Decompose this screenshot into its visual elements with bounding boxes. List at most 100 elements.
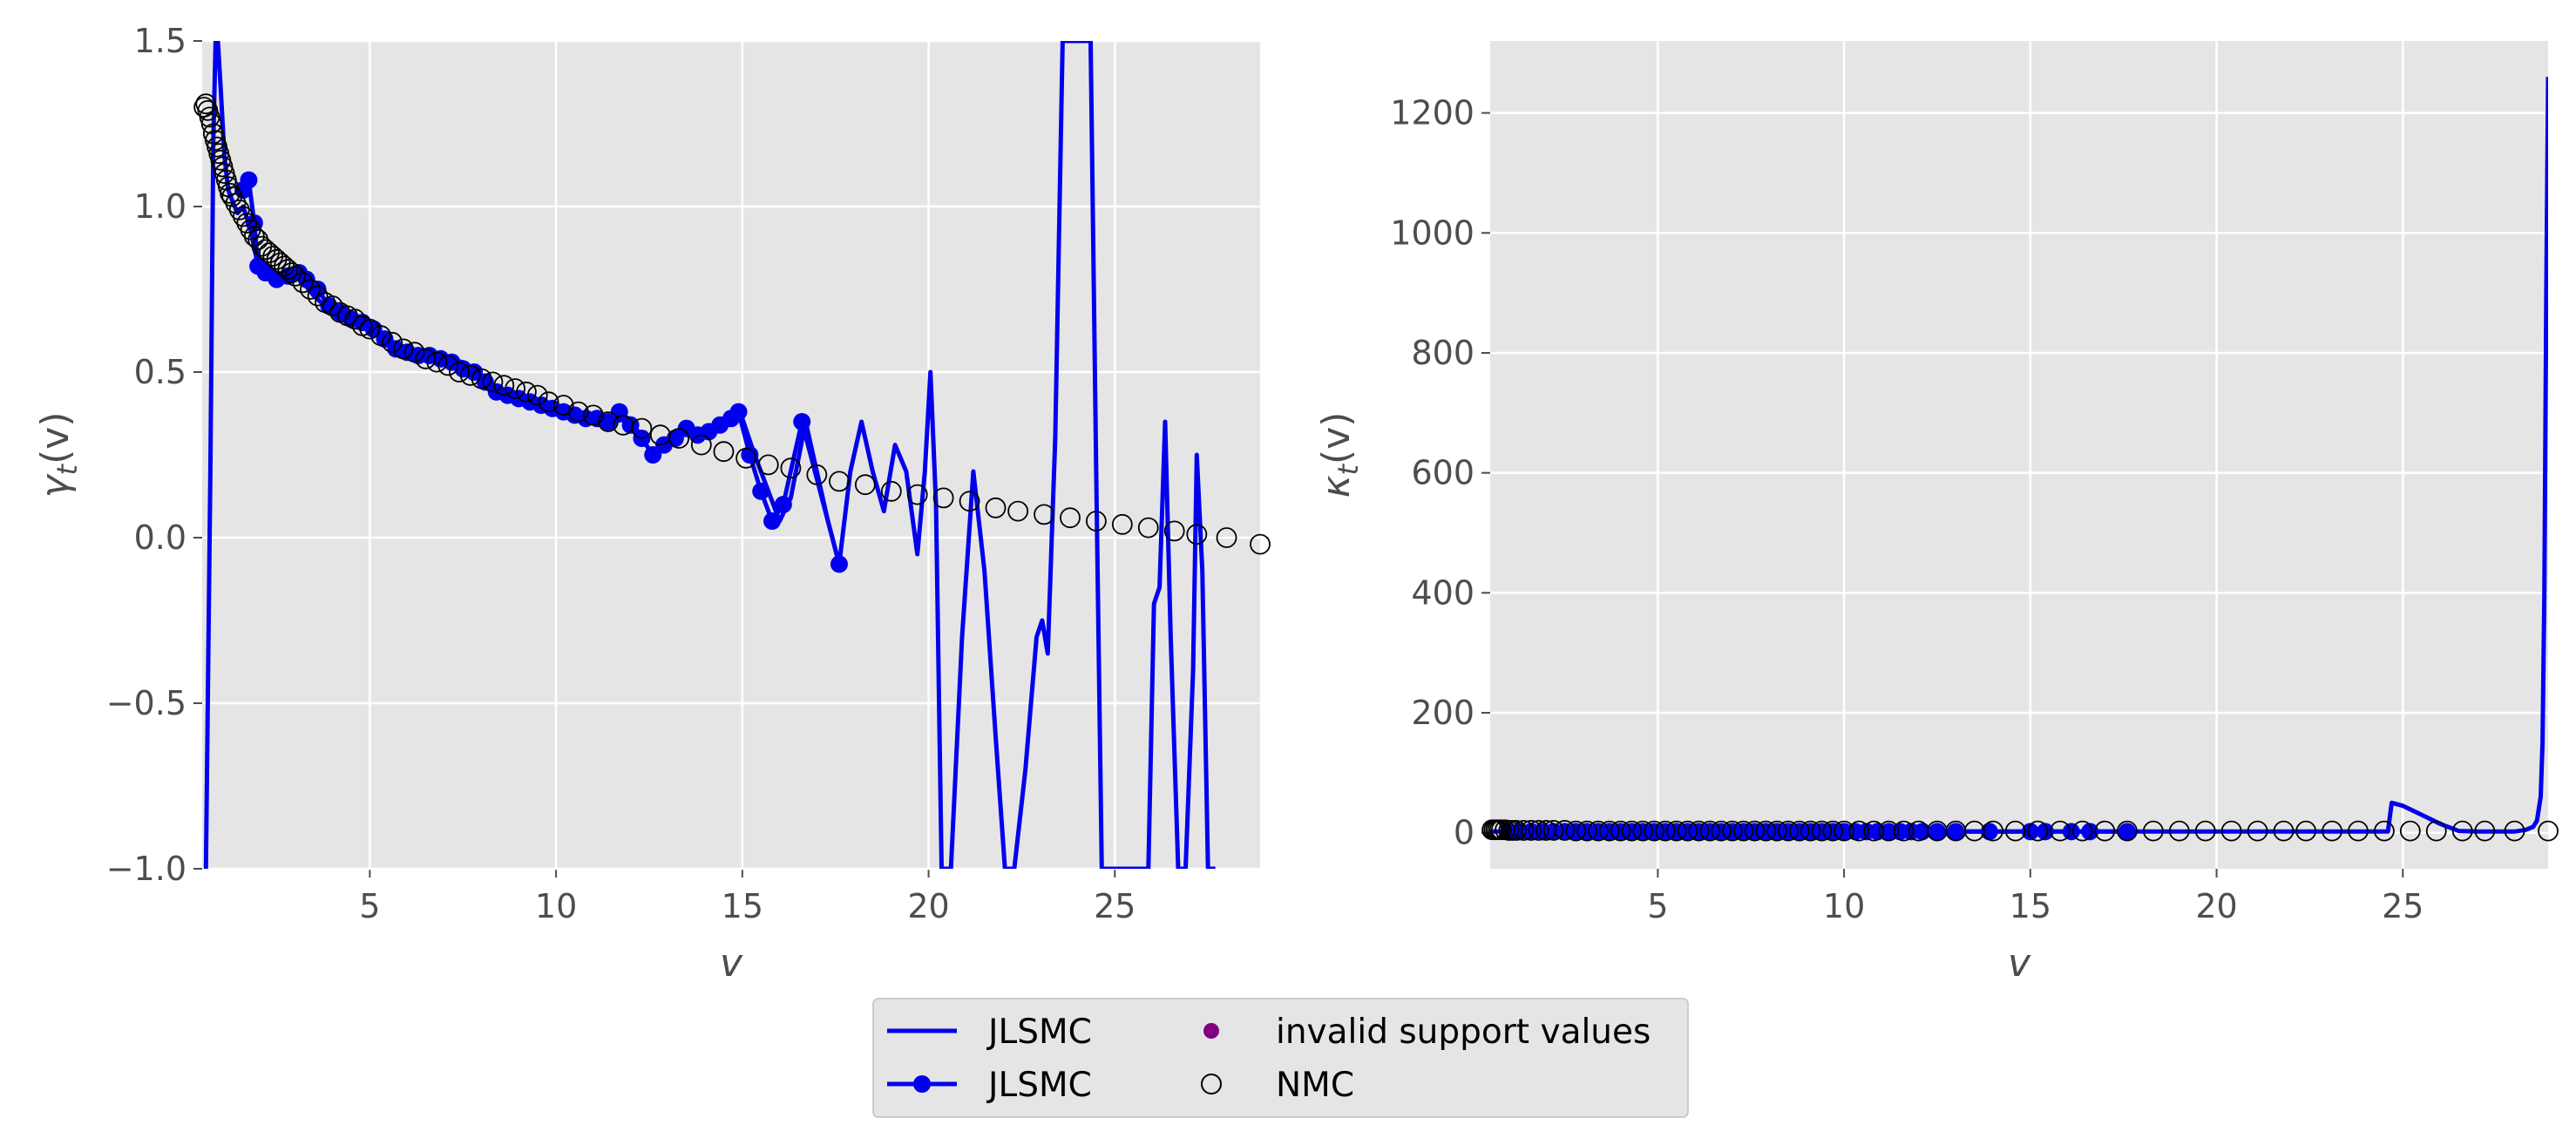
legend-invalid-support-label: invalid support values <box>1276 1013 1651 1052</box>
right-y-tick-labels: 0 200 400 600 800 1000 1200 <box>1390 94 1474 852</box>
left-nmc-point <box>757 454 779 476</box>
left-nmc-point <box>631 417 653 439</box>
left-nmc-point <box>403 342 425 363</box>
right-grid <box>1481 41 2548 877</box>
right-nmc-point <box>1655 820 1676 842</box>
right-nmc-point <box>2538 820 2559 842</box>
left-y-tick-label: 0.5 <box>134 353 186 391</box>
left-jlsmc-point <box>741 446 759 464</box>
right-nmc-point <box>2451 820 2473 842</box>
left-nmc-point <box>220 182 241 204</box>
right-nmc-point <box>1811 820 1833 842</box>
left-nmc-point <box>493 375 515 396</box>
left-nmc-point <box>359 318 381 340</box>
right-nmc-point <box>2168 820 2190 842</box>
left-jlsmc-point <box>793 413 811 430</box>
left-nmc-point <box>459 364 481 386</box>
right-nmc-point <box>1732 820 1754 842</box>
right-nmc-point <box>1677 820 1698 842</box>
right-nmc-point <box>2050 820 2071 842</box>
right-nmc-point <box>1528 820 1549 841</box>
left-nmc-point <box>552 395 574 416</box>
left-jlsmc-point <box>599 413 617 430</box>
left-x-tick-label: 15 <box>722 887 763 925</box>
right-nmc-point <box>2273 820 2295 842</box>
right-nmc-point <box>1778 820 1799 842</box>
right-nmc-point <box>1576 820 1598 842</box>
legend-jlsmc-marker-swatch <box>913 1075 931 1093</box>
right-jlsmc-point <box>2021 823 2039 841</box>
right-nmc-point <box>1766 820 1788 842</box>
legend-jlsmc-marker-label: JLSMC <box>986 1066 1092 1105</box>
left-nmc-point <box>471 368 492 390</box>
left-y-tick-labels: −1.0 −0.5 0.0 0.5 1.0 1.5 <box>106 22 186 888</box>
left-nmc-point <box>200 113 222 134</box>
left-y-tick-label: 1.0 <box>134 187 186 226</box>
left-jlsmc-point <box>763 512 782 530</box>
right-y-axis-label-sub: t <box>1332 463 1365 475</box>
right-nmc-point <box>1983 820 2003 842</box>
left-jlsmc-point <box>774 496 792 513</box>
left-nmc-point <box>426 351 448 373</box>
left-y-axis-label-base: γ <box>33 473 78 498</box>
left-nmc-point <box>292 272 314 294</box>
left-nmc-point <box>482 371 504 393</box>
right-nmc-point <box>2247 820 2268 842</box>
right-nmc-point <box>1744 820 1766 842</box>
right-nmc-point <box>2142 820 2164 842</box>
left-nmc-point <box>1007 500 1029 522</box>
left-nmc-point <box>959 491 980 512</box>
right-y-tick-label: 200 <box>1411 694 1474 732</box>
right-nmc-point <box>2322 820 2342 842</box>
left-nmc-point <box>1060 507 1081 529</box>
left-y-axis-label-rest: (v) <box>33 412 78 464</box>
left-nmc-point <box>415 348 437 369</box>
right-x-tick-labels: 5 10 15 20 25 <box>1647 887 2423 925</box>
right-jlsmc-point <box>2118 823 2136 841</box>
right-nmc-point <box>2094 820 2116 842</box>
right-plot-panel: 5 10 15 20 25 0 200 400 600 800 1000 1200 v κt(v) <box>1314 41 2559 986</box>
left-x-tick-label: 10 <box>535 887 577 925</box>
right-nmc-point <box>2399 820 2421 842</box>
right-nmc-point <box>1878 820 1900 842</box>
right-nmc-point <box>1598 820 1620 842</box>
right-y-axis-label: κt(v) <box>1314 412 1365 498</box>
right-y-axis-label-rest: (v) <box>1314 412 1359 464</box>
right-nmc-point <box>2295 820 2317 842</box>
right-nmc-point <box>1848 820 1870 842</box>
left-nmc-point <box>854 474 876 496</box>
right-nmc-point <box>2194 820 2216 842</box>
left-nmc-point <box>582 404 604 426</box>
legend-nmc-label: NMC <box>1276 1066 1354 1105</box>
right-y-tick-label: 1200 <box>1390 94 1474 132</box>
legend-box <box>872 998 1689 1118</box>
left-x-tick-label: 5 <box>359 887 380 925</box>
left-nmc-point <box>284 265 306 287</box>
right-nmc-point <box>1506 820 1527 841</box>
right-nmc-point <box>1688 820 1710 842</box>
right-nmc-point <box>1711 820 1732 842</box>
left-y-tick-label: 1.5 <box>134 22 186 60</box>
left-jlsmc-point <box>752 482 770 500</box>
right-nmc-point <box>1542 820 1564 841</box>
right-nmc-point <box>1513 820 1535 841</box>
left-x-tick-labels: 5 10 15 20 25 <box>359 887 1135 925</box>
right-jlsmc-point <box>1947 823 1965 841</box>
left-y-axis-label: γt(v) <box>33 412 84 498</box>
right-y-axis-label-base: κ <box>1314 475 1359 498</box>
left-marker-group <box>193 93 1271 573</box>
left-jlsmc-point <box>644 446 662 464</box>
left-y-tick-label: −1.0 <box>106 850 186 888</box>
right-y-tick-label: 600 <box>1411 454 1474 492</box>
left-nmc-point <box>1216 527 1237 548</box>
left-nmc-point <box>1086 511 1107 532</box>
left-nmc-point <box>806 464 828 485</box>
right-marker-group <box>1481 819 2559 842</box>
left-nmc-point <box>713 441 735 463</box>
legend: JLSMC invalid support values JLSMC NMC <box>872 998 1689 1118</box>
left-nmc-point <box>780 457 802 479</box>
left-nmc-point <box>437 355 459 376</box>
left-plot-background <box>202 41 1260 869</box>
right-nmc-point <box>1721 820 1743 842</box>
